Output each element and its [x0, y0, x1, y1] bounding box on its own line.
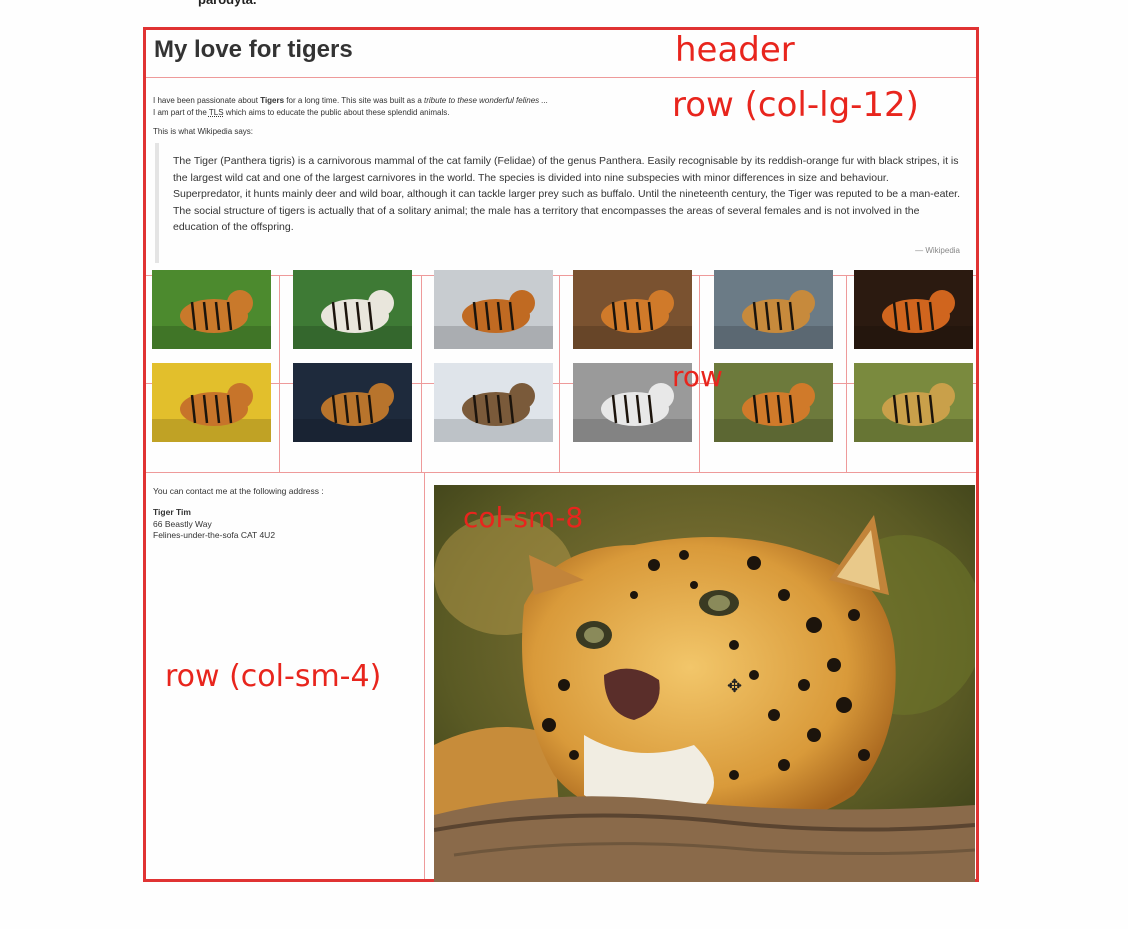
leopard-illustration — [434, 485, 975, 882]
thumbnail-tiger-face-closeup[interactable] — [854, 270, 973, 349]
mouse-cursor-icon: ✥ — [727, 676, 743, 696]
annotation-header: header — [675, 30, 795, 70]
cut-off-heading-text: parodyta. — [198, 0, 257, 7]
quote-text: The Tiger (Panthera tigris) is a carnivo… — [173, 155, 960, 233]
leopard-main-image — [434, 485, 975, 882]
thumbnail-tiger-roaring-lying[interactable] — [714, 363, 833, 442]
wikipedia-blockquote: The Tiger (Panthera tigris) is a carnivo… — [155, 143, 970, 263]
address-name: Tiger Tim — [153, 507, 191, 517]
page-title: My love for tigers — [154, 36, 353, 63]
thumbnail-tiger-standing-dry[interactable] — [573, 270, 692, 349]
thumbnail-image — [714, 363, 833, 442]
gallery-col-divider-1 — [279, 275, 280, 472]
gallery-col-divider-5 — [846, 275, 847, 472]
gallery-col-divider-4 — [699, 275, 700, 472]
address-line-2: Felines-under-the-sofa CAT 4U2 — [153, 530, 276, 540]
thumbnail-image — [293, 270, 412, 349]
thumbnail-tiger-cub-flowers[interactable] — [152, 363, 271, 442]
gallery-row-divider — [146, 383, 976, 384]
thumbnail-white-tiger-face[interactable] — [573, 363, 692, 442]
gallery-col-divider-2 — [421, 275, 422, 472]
quote-citation: — Wikipedia — [915, 245, 960, 255]
thumbnail-tiger-snow-walking[interactable] — [434, 270, 553, 349]
thumbnail-image — [573, 270, 692, 349]
thumbnail-image — [152, 363, 271, 442]
wikipedia-intro: This is what Wikipedia says: — [153, 127, 254, 136]
annotation-col-sm-8: col-sm-8 — [463, 501, 584, 534]
thumbnail-image — [434, 363, 553, 442]
tigers-bold: Tigers — [260, 96, 285, 105]
thumbnail-image — [434, 270, 553, 349]
thumbnail-tiger-lying-grass[interactable] — [152, 270, 271, 349]
thumbnail-white-tiger-walking[interactable] — [293, 270, 412, 349]
header-divider — [146, 77, 976, 78]
annotation-row: row — [672, 360, 723, 393]
annotation-row-col-sm-4: row (col-sm-4) — [165, 659, 382, 694]
thumbnail-leopard-resting[interactable] — [854, 363, 973, 442]
thumbnail-image — [573, 363, 692, 442]
contact-col-divider — [424, 472, 425, 879]
gallery-divider — [146, 472, 976, 473]
tls-abbreviation[interactable]: TLS — [208, 108, 224, 117]
thumbnail-image — [714, 270, 833, 349]
thumbnail-image — [152, 270, 271, 349]
intro-text: I have been passionate about Tigers for … — [153, 96, 549, 117]
thumbnail-image — [854, 363, 973, 442]
layout-frame: My love for tigers I have been passionat… — [143, 27, 979, 882]
content-divider — [146, 275, 976, 276]
gallery-col-divider-3 — [559, 275, 560, 472]
address-line-1: 66 Beastly Way — [153, 518, 212, 529]
thumbnail-tiger-rock-enclosure[interactable] — [714, 270, 833, 349]
thumbnail-tiger-dark-water[interactable] — [293, 363, 412, 442]
contact-intro: You can contact me at the following addr… — [153, 486, 324, 496]
tribute-italic: tribute to these wonderful felines ... — [424, 96, 549, 105]
thumbnail-tiger-snow-trees[interactable] — [434, 363, 553, 442]
contact-address: Tiger Tim 66 Beastly Way Felines-under-t… — [153, 507, 275, 542]
thumbnail-image — [854, 270, 973, 349]
thumbnail-image — [293, 363, 412, 442]
annotation-row-col-lg-12: row (col-lg-12) — [672, 85, 919, 125]
